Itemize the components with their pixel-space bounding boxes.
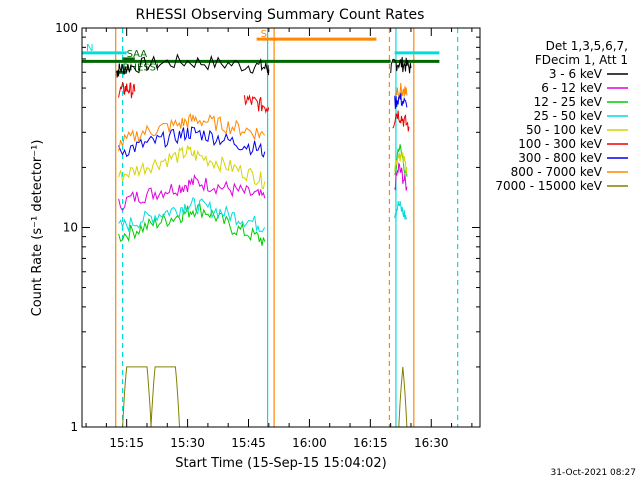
generation-timestamp: 31-Oct-2021 08:27 [551,468,636,478]
series-100-300-kev [118,81,410,132]
series-800-7000-kev [118,82,408,152]
legend-label-300-800-kev: 300 - 800 keV [518,151,602,165]
flag-s-label: S [261,29,267,40]
x-axis: 15:15 15:30 15:45 16:00 16:15 16:30 [85,28,473,450]
x-tick-label-4: 16:00 [292,436,327,450]
series-6-12-kev [118,162,408,212]
series-50-100-kev-segment-2 [394,152,408,174]
series-800-7000-kev-segment-2 [394,82,408,98]
series-7000-15000-kev-segment-1 [118,366,180,427]
plot-area: N S SAA RHESSI [82,28,459,427]
legend-label-25-50-kev: 25 - 50 keV [534,109,603,123]
x-tick-label-1: 15:15 [109,436,144,450]
series-100-300-kev-segment-2 [243,94,270,114]
series-300-800-kev-segment-2 [394,92,408,109]
series-100-300-kev-segment-3 [392,110,410,132]
series-7000-15000-kev-segment-2 [398,366,408,427]
series-25-50-kev-segment-1 [118,197,266,233]
x-tick-label-6: 16:30 [414,436,449,450]
y-axis: 1 10 100 [55,21,480,434]
legend: Det 1,3,5,6,7, FDecim 1, Att 1 3 - 6 keV… [495,39,628,193]
legend-label-100-300-kev: 100 - 300 keV [518,137,602,151]
series-6-12-kev-segment-2 [394,162,408,191]
x-axis-label: Start Time (15-Sep-15 15:04:02) [175,456,386,471]
legend-header-line-1: Det 1,3,5,6,7, [546,39,628,53]
series-25-50-kev [118,197,408,233]
legend-header-line-2: FDecim 1, Att 1 [535,53,628,67]
series-300-800-kev [118,92,408,158]
series-100-300-kev-segment-1 [118,81,136,99]
series-300-800-kev-segment-1 [118,126,266,158]
x-tick-label-3: 15:45 [231,436,266,450]
y-tick-label-1: 1 [70,420,78,434]
series-3-6-kev-segment-2 [390,56,412,74]
series-7000-15000-kev [118,366,408,427]
legend-label-12-25-kev: 12 - 25 keV [534,95,603,109]
legend-label-800-7000-kev: 800 - 7000 keV [511,165,603,179]
y-axis-label: Count Rate (s⁻¹ detector⁻¹) [30,140,45,317]
series-50-100-kev [118,145,408,190]
flag-n-label: N [86,43,93,54]
series-6-12-kev-segment-1 [118,173,266,212]
x-tick-label-2: 15:30 [170,436,205,450]
legend-label-6-12-kev: 6 - 12 keV [541,81,603,95]
legend-label-3-6-kev: 3 - 6 keV [549,67,603,81]
legend-label-50-100-kev: 50 - 100 keV [526,123,603,137]
series-25-50-kev-segment-2 [394,201,408,220]
series-3-6-kev [116,53,412,78]
flag-rhessi-label: RHESSI [123,62,159,73]
series-3-6-kev-segment-1 [116,53,270,78]
legend-label-7000-15000-kev: 7000 - 15000 keV [495,179,602,193]
series-12-25-kev-segment-1 [118,203,266,246]
flag-saa-label: SAA [127,49,148,60]
y-tick-label-3: 100 [55,21,78,35]
x-tick-label-5: 16:15 [353,436,388,450]
chart-title: RHESSI Observing Summary Count Rates [136,7,425,23]
y-tick-label-2: 10 [63,221,78,235]
series-50-100-kev-segment-1 [118,145,266,190]
series-800-7000-kev-segment-1 [118,112,266,152]
